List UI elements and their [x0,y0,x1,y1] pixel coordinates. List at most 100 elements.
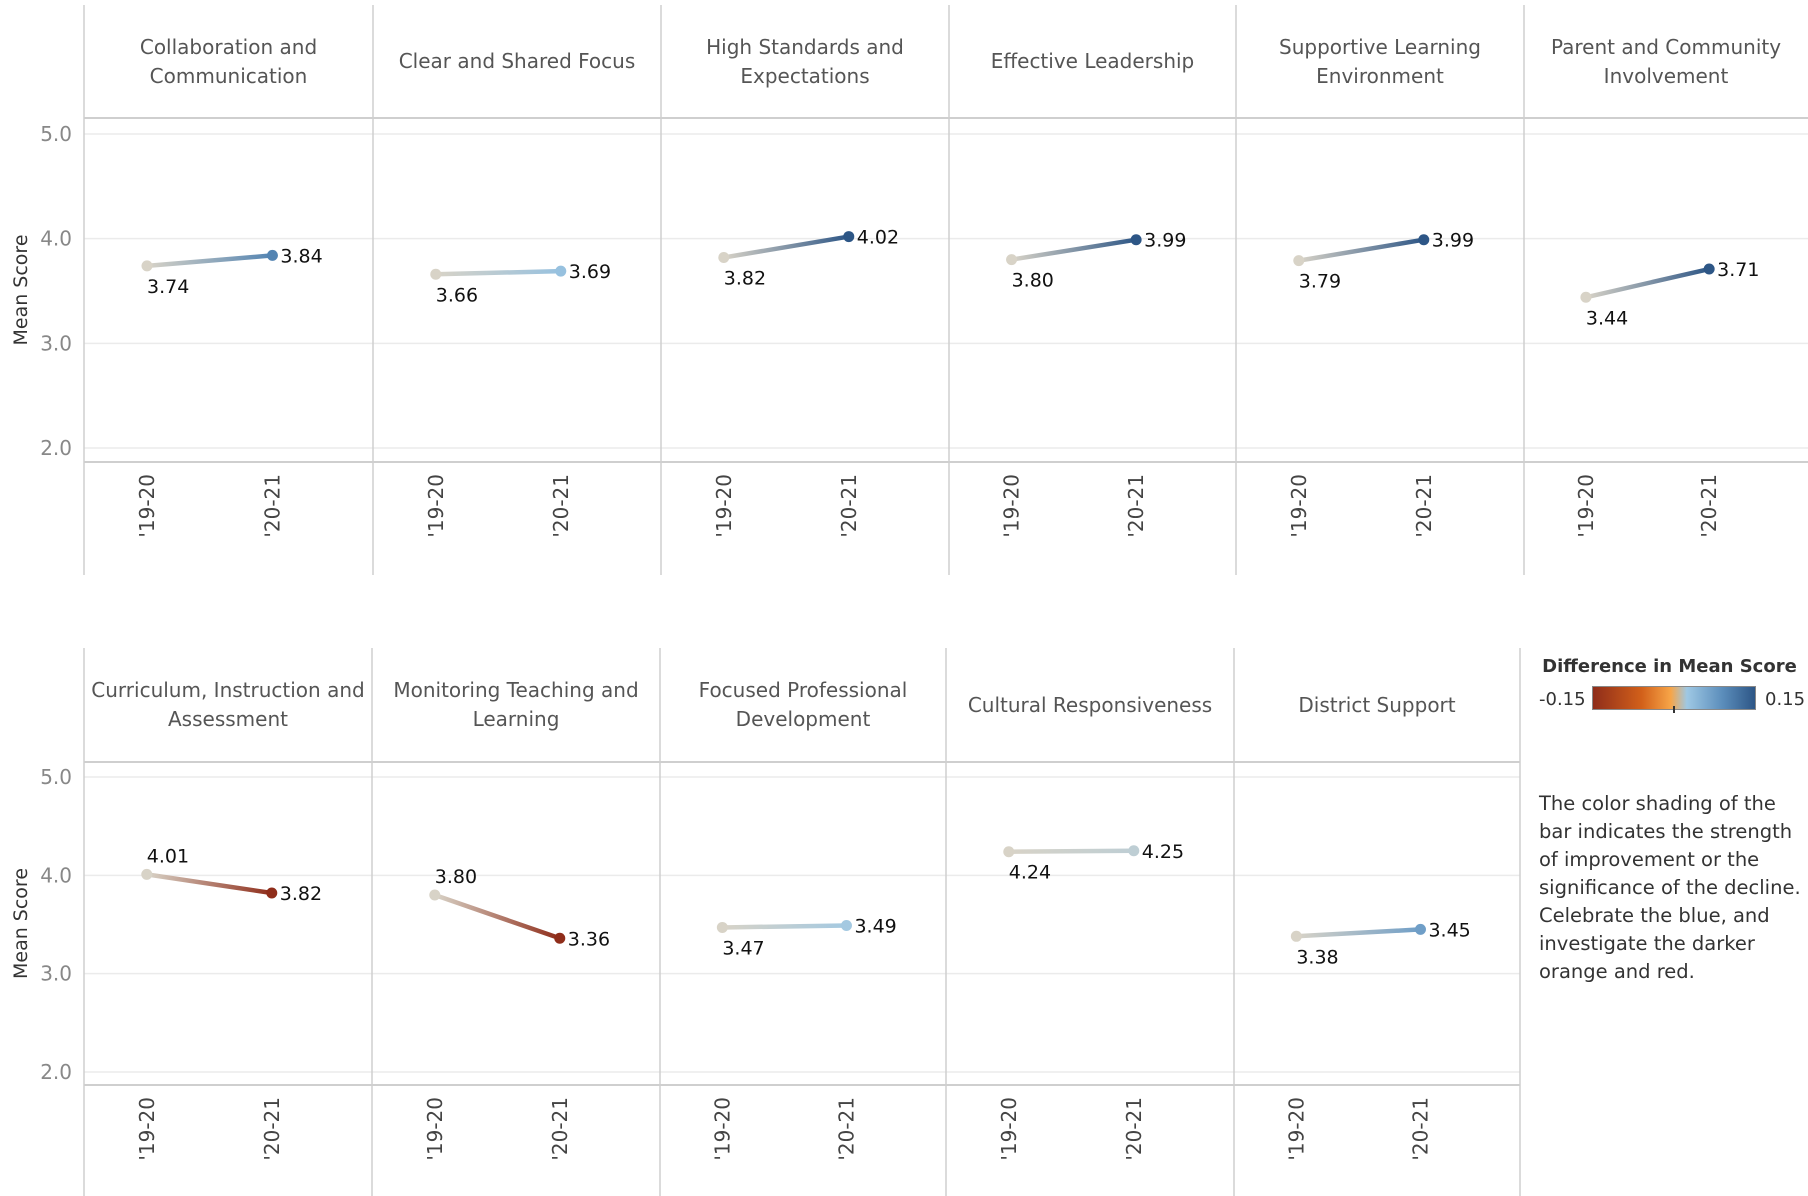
series-line [432,892,563,941]
data-point [1703,263,1715,275]
data-label: 3.99 [1432,230,1474,252]
data-label: 3.71 [1717,259,1759,281]
y-tick-label: 5.0 [40,765,72,789]
x-tick-label: '19-20 [997,1097,1021,1161]
series-line [720,923,849,930]
x-tick-label: '20-21 [1697,474,1721,538]
data-point [554,932,566,944]
data-point [1003,846,1015,858]
data-point [1006,254,1018,266]
data-point [141,260,153,272]
data-label: 3.45 [1428,919,1470,941]
data-point [266,887,278,899]
x-tick-label: '19-20 [1284,1097,1308,1161]
y-tick-label: 4.0 [40,863,72,887]
x-tick-label: '20-21 [260,474,284,538]
x-tick-label: '19-20 [712,474,736,538]
x-tick-label: '19-20 [423,1097,447,1161]
panel-title: Effective Leadership [990,49,1195,73]
data-point [1290,930,1302,942]
data-point [429,889,441,901]
data-point [1130,234,1142,246]
series-line [433,268,564,277]
data-label: 3.66 [436,284,478,306]
x-tick-label: '19-20 [1287,474,1311,538]
series-line [144,253,275,269]
series-line [144,872,275,896]
x-tick-label: '20-21 [834,1097,858,1161]
x-tick-label: '19-20 [1574,474,1598,538]
data-label: 4.24 [1009,862,1051,884]
panel-title: Monitoring Teaching and Learning [393,678,639,731]
series-line [721,234,852,260]
panel-title: Supportive Learning Environment [1279,34,1481,88]
y-axis-title: Mean Score [10,868,32,979]
x-tick-label: '19-20 [710,1097,734,1161]
data-label: 4.01 [147,845,189,867]
data-label: 3.74 [147,276,189,298]
x-tick-label: '19-20 [135,1097,159,1161]
panel-title: Focused Professional Development [698,678,908,731]
data-point [718,252,730,264]
x-tick-label: '20-21 [260,1097,284,1161]
panel-title: Parent and Community Involvement [1550,34,1782,88]
series-line [1006,848,1137,854]
x-tick-label: '20-21 [1122,1097,1146,1161]
panel-title: High Standards and Expectations [706,34,904,88]
series-line [1294,927,1423,939]
data-label: 3.36 [568,928,610,950]
y-tick-label: 3.0 [40,962,72,986]
data-point [716,921,728,933]
data-point [430,268,442,280]
data-label: 4.02 [857,227,899,249]
legend-max-label: 0.15 [1765,689,1806,710]
y-tick-label: 2.0 [40,436,72,460]
legend-min-label: -0.15 [1539,689,1586,710]
data-label: 3.80 [435,866,477,888]
y-tick-label: 5.0 [40,122,72,146]
x-tick-label: '20-21 [1412,474,1436,538]
data-label: 4.25 [1142,841,1184,863]
panel-title: District Support [1298,692,1456,717]
y-axis-title: Mean Score [10,234,32,345]
data-point [141,868,153,880]
legend-note: The color shading of the bar indicates t… [1539,792,1801,983]
panel-title: Curriculum, Instruction and Assessment [91,678,365,731]
data-label: 3.49 [854,915,896,937]
x-tick-label: '19-20 [424,474,448,538]
data-label: 3.44 [1586,307,1628,329]
data-label: 3.69 [569,261,611,283]
data-label: 3.84 [280,245,322,267]
x-tick-label: '20-21 [837,474,861,538]
data-point [840,919,852,931]
legend-title: Difference in Mean Score [1542,656,1797,677]
data-label: 3.99 [1144,230,1186,252]
data-label: 3.82 [280,883,322,905]
panel-title: Clear and Shared Focus [398,49,636,73]
panel-title: Cultural Responsiveness [967,692,1213,717]
data-label: 3.38 [1296,946,1338,968]
data-point [1580,291,1592,303]
data-label: 3.82 [724,268,766,290]
data-point [1293,255,1305,267]
data-label: 3.79 [1299,271,1341,293]
x-tick-label: '20-21 [1408,1097,1432,1161]
series-line [1296,237,1427,263]
x-tick-label: '20-21 [549,474,573,538]
series-line [1583,266,1712,300]
series-line [1009,237,1139,262]
x-tick-label: '20-21 [1124,474,1148,538]
data-point [1414,923,1426,935]
data-point [843,231,855,243]
data-point [1128,845,1140,857]
y-tick-label: 3.0 [40,331,72,355]
y-tick-label: 4.0 [40,227,72,251]
x-tick-label: '20-21 [548,1097,572,1161]
data-label: 3.80 [1012,270,1054,292]
data-point [1418,234,1430,246]
data-label: 3.47 [722,937,764,959]
x-tick-label: '19-20 [135,474,159,538]
data-point [555,265,567,277]
x-tick-label: '19-20 [1000,474,1024,538]
